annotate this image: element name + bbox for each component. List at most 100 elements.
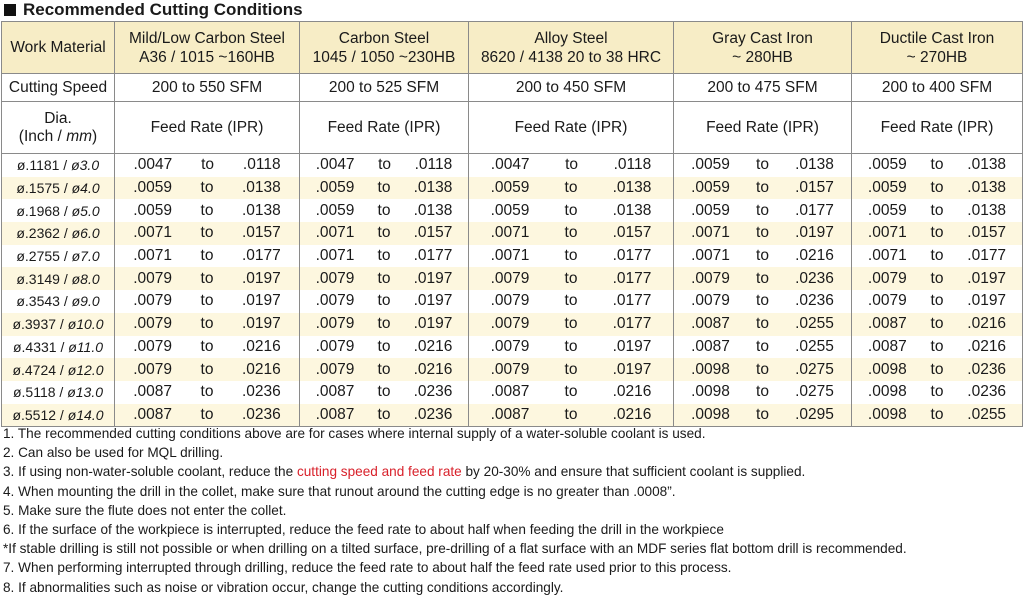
feed-max: .0216	[413, 337, 453, 355]
feed-rate-cell: .0079 to .0197	[851, 267, 1023, 291]
diameter-inch: ø.4724 /	[12, 361, 68, 378]
feed-max: .0118	[242, 156, 281, 174]
feed-min: .0079	[867, 269, 907, 287]
note: 1. The recommended cutting conditions ab…	[3, 426, 706, 441]
feed-to: to	[564, 337, 578, 355]
feed-to: to	[756, 292, 769, 310]
feed-max: .0197	[413, 292, 453, 310]
feed-min: .0079	[133, 292, 173, 310]
feed-min: .0047	[133, 156, 173, 174]
diameter-inch: ø.1968 /	[16, 202, 72, 219]
feed-min: .0098	[691, 405, 730, 423]
feed-rate-cell: .0079 to .0197	[299, 290, 469, 313]
feed-min: .0071	[315, 224, 355, 242]
feed-min: .0059	[867, 179, 907, 197]
feed-min: .0079	[691, 292, 730, 310]
feed-max: .0177	[612, 269, 652, 287]
diameter-inch: ø.1181 /	[16, 157, 72, 174]
feed-to: to	[200, 315, 214, 333]
feed-max: .0255	[967, 405, 1007, 423]
feed-to: to	[564, 383, 578, 401]
feed-max: .0138	[967, 156, 1007, 174]
feed-to: to	[200, 292, 214, 310]
feed-max: .0216	[413, 360, 453, 378]
cutting-speed-value: 200 to 475 SFM	[673, 73, 852, 102]
feed-rate-cell: .0079 to .0177	[468, 290, 674, 313]
feed-min: .0098	[691, 360, 730, 378]
feed-to: to	[200, 405, 214, 423]
feed-max: .0157	[241, 224, 281, 242]
feed-rate-label: Feed Rate (IPR)	[468, 101, 674, 154]
feed-min: .0098	[867, 383, 907, 401]
feed-rate-cell: .0059 to .0138	[673, 153, 852, 177]
feed-to: to	[756, 269, 769, 287]
feed-rate-cell: .0087 to .0236	[299, 380, 469, 404]
feed-to: to	[564, 292, 578, 310]
feed-rate-cell: .0059 to .0177	[673, 199, 852, 223]
feed-to: to	[200, 201, 214, 219]
feed-rate-cell: .0079 to .0236	[673, 290, 852, 313]
feed-to: to	[930, 247, 944, 265]
feed-min: .0071	[133, 247, 173, 265]
feed-rate-cell: .0079 to .0197	[299, 312, 469, 336]
feed-min: .0079	[490, 315, 530, 333]
table-row: ø.4724 / ø12.0.0079 to .0216.0079 to .0216.0…	[1, 358, 1023, 381]
note: *If stable drilling is still not possibl…	[3, 541, 907, 557]
feed-rate-cell: .0079 to .0197	[114, 312, 300, 336]
diameter-cell: ø.5118 / ø13.0	[1, 380, 115, 404]
diameter-mm: ø14.0	[67, 406, 104, 423]
feed-to: to	[377, 292, 391, 310]
material-name: Mild/Low Carbon Steel	[129, 29, 285, 47]
feed-rate-cell: .0079 to .0197	[468, 335, 674, 359]
table-row: ø.2755 / ø7.0.0071 to .0177.0071 to .0177.00…	[1, 244, 1023, 268]
feed-max: .0138	[413, 179, 453, 197]
feed-min: .0087	[315, 405, 355, 423]
feed-min: .0087	[133, 405, 173, 423]
feed-min: .0087	[691, 337, 730, 355]
cutting-speed-value: 200 to 450 SFM	[468, 73, 674, 102]
feed-to: to	[377, 247, 391, 265]
diameter-mm: ø12.0	[67, 361, 104, 378]
feed-rate-cell: .0079 to .0216	[114, 358, 300, 381]
feed-rate-cell: .0079 to .0216	[299, 335, 469, 359]
diameter-inch: ø.3937 /	[12, 316, 68, 333]
feed-max: .0236	[795, 292, 834, 310]
feed-max: .0177	[795, 201, 834, 219]
note: 8. If abnormalities such as noise or vib…	[3, 579, 564, 595]
feed-min: .0071	[691, 247, 730, 265]
feed-to: to	[564, 405, 578, 423]
feed-to: to	[378, 156, 392, 174]
diameter-cell: ø.1181 / ø3.0	[1, 153, 115, 177]
feed-max: .0138	[967, 201, 1007, 219]
feed-max: .0216	[967, 337, 1007, 355]
feed-rate-cell: .0098 to .0255	[851, 403, 1023, 428]
feed-max: .0197	[241, 315, 281, 333]
feed-min: .0098	[691, 383, 730, 401]
diameter-mm: ø5.0	[71, 202, 100, 219]
feed-rate-cell: .0059 to .0138	[299, 176, 469, 200]
feed-min: .0059	[315, 179, 355, 197]
note: 3. If using non-water-soluble coolant, r…	[3, 462, 1023, 481]
diameter-inch: ø.4331 /	[12, 338, 69, 355]
feed-min: .0087	[315, 383, 355, 401]
feed-to: to	[564, 269, 578, 287]
diameter-mm: ø10.0	[67, 316, 104, 333]
feed-rate-cell: .0079 to .0197	[114, 267, 300, 291]
feed-to: to	[200, 179, 214, 197]
feed-to: to	[564, 360, 578, 378]
material-header: Mild/Low Carbon Steel A36 / 1015 ~160HB	[114, 21, 300, 74]
feed-max: .0138	[241, 179, 281, 197]
feed-min: .0079	[315, 292, 355, 310]
feed-min: .0087	[691, 315, 730, 333]
feed-rate-cell: .0087 to .0216	[851, 312, 1023, 336]
feed-to: to	[930, 315, 944, 333]
feed-max: .0216	[612, 383, 652, 401]
feed-rate-cell: .0098 to .0295	[673, 403, 852, 428]
material-name: Carbon Steel	[338, 29, 430, 47]
note: 7. When performing interrupted through d…	[3, 560, 732, 576]
feed-rate-cell: .0087 to .0236	[114, 380, 300, 404]
feed-max: .0138	[967, 179, 1007, 197]
feed-to: to	[377, 269, 391, 287]
feed-min: .0079	[315, 269, 355, 287]
feed-rate-label: Feed Rate (IPR)	[114, 101, 300, 154]
